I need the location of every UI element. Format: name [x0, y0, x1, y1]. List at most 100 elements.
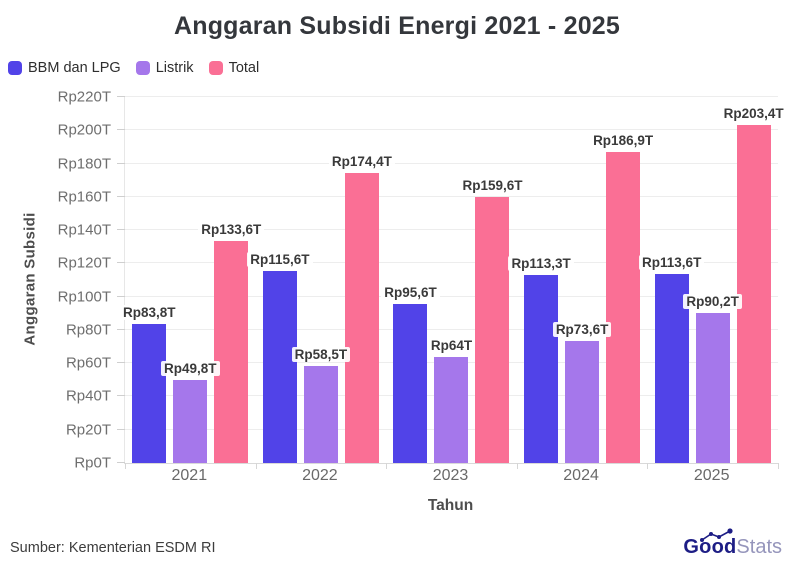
gridline [125, 262, 778, 264]
bar-group-2024: Rp113,3T Rp73,6T Rp186,9T [508, 97, 657, 463]
bar-listrik-2024 [565, 340, 600, 463]
legend-item-listrik: Listrik [135, 60, 194, 76]
bar-listrik-2023 [434, 356, 469, 463]
gridline [125, 162, 778, 164]
gridline [125, 229, 778, 231]
bar-value-label: Rp49,8T [161, 361, 220, 377]
bar-cell: Rp64T [427, 97, 476, 463]
bar-cell: Rp73,6T [552, 97, 612, 463]
x-tick-mark [647, 463, 649, 469]
y-tick-mark [117, 129, 125, 131]
bar-cell: Rp95,6T [381, 97, 440, 463]
bar-total-2023 [475, 197, 510, 463]
y-tick-mark [117, 362, 125, 364]
bar-total-2021 [214, 240, 249, 463]
bar-cell: Rp83,8T [120, 97, 179, 463]
bar-value-label: Rp115,6T [247, 251, 313, 267]
y-tick-mark [117, 262, 125, 264]
y-tick-label: Rp140T [57, 221, 111, 239]
bar-groups: Rp83,8T Rp49,8T Rp133,6T Rp115,6T Rp58,5T Rp1… [120, 97, 787, 463]
bar-bbm-dan-lpg-2021 [132, 323, 167, 463]
y-tick-mark [117, 428, 125, 430]
x-axis-title: Tahun [427, 497, 474, 514]
bar-value-label: Rp203,4T [720, 105, 787, 121]
bar-group-2025: Rp113,6T Rp90,2T Rp203,4T [639, 97, 787, 463]
y-tick-mark [117, 395, 125, 397]
bar-bbm-dan-lpg-2023 [393, 303, 428, 463]
bar-value-label: Rp90,2T [683, 293, 742, 309]
bar-cell: Rp159,6T [459, 97, 526, 463]
bar-cell: Rp49,8T [161, 97, 220, 463]
bar-total-2024 [606, 152, 641, 463]
bar-bbm-dan-lpg-2025 [654, 274, 689, 463]
legend-item-bbm-dan-lpg: BBM dan LPG [8, 60, 121, 76]
bar-listrik-2021 [173, 380, 208, 463]
legend-label: BBM dan LPG [28, 60, 121, 76]
bar-bbm-dan-lpg-2024 [524, 274, 559, 463]
bar-value-label: Rp64T [427, 337, 476, 353]
bar-cell: Rp115,6T [247, 97, 313, 463]
y-tick-mark [117, 295, 125, 297]
goodstats-logo: Good Stats [683, 528, 782, 559]
y-tick-mark [117, 195, 125, 197]
bar-value-label: Rp113,3T [508, 255, 574, 271]
y-tick-label: Rp200T [57, 121, 111, 139]
bar-bbm-dan-lpg-2022 [262, 270, 297, 463]
y-tick-mark [117, 229, 125, 231]
legend-swatch-icon [208, 61, 223, 75]
legend-label: Total [228, 60, 260, 76]
chart-title: Anggaran Subsidi Energi 2021 - 2025 [173, 12, 621, 40]
x-axis-tick-labels: 2021 2022 2023 2024 2025 [124, 467, 777, 485]
y-tick-label: Rp160T [57, 188, 111, 206]
bar-total-2025 [736, 124, 771, 463]
legend-swatch-icon [135, 61, 150, 75]
legend-swatch-icon [8, 61, 22, 75]
y-tick-label: Rp120T [57, 254, 111, 272]
y-tick-mark [117, 96, 125, 97]
y-axis-title: Anggaran Subsidi [21, 212, 39, 346]
bar-cell: Rp186,9T [590, 97, 657, 463]
bar-total-2022 [344, 172, 379, 463]
bar-value-label: Rp186,9T [590, 133, 657, 149]
logo-text-stats: Stats [736, 536, 782, 558]
y-tick-label: Rp100T [57, 288, 111, 306]
gridline [125, 195, 778, 197]
gridline [125, 129, 778, 131]
x-tick-mark [386, 463, 388, 469]
bar-value-label: Rp133,6T [198, 221, 265, 237]
y-tick-mark [117, 328, 125, 330]
x-tick-label-2022: 2022 [302, 467, 338, 484]
source-caption: Sumber: Kementerian ESDM RI [10, 540, 216, 556]
bar-group-2023: Rp95,6T Rp64T Rp159,6T [381, 97, 526, 463]
bar-value-label: Rp83,8T [120, 304, 179, 320]
bar-group-2022: Rp115,6T Rp58,5T Rp174,4T [247, 97, 395, 463]
x-tick-label-2021: 2021 [171, 467, 208, 484]
gridline [125, 328, 778, 330]
bar-value-label: Rp113,6T [639, 255, 705, 271]
bar-value-label: Rp58,5T [291, 346, 351, 362]
logo-text-good: Good [683, 536, 737, 558]
bar-value-label: Rp73,6T [552, 321, 612, 337]
plot-area: Rp83,8T Rp49,8T Rp133,6T Rp115,6T Rp58,5T Rp1… [58, 89, 787, 472]
y-tick-label: Rp40T [65, 387, 111, 405]
y-tick-label: Rp20T [65, 421, 111, 439]
gridline [125, 295, 778, 297]
x-tick-mark [778, 463, 779, 469]
x-tick-label-2024: 2024 [563, 467, 599, 484]
y-tick-label: Rp80T [65, 321, 111, 339]
line-chart-doodle-icon [699, 528, 735, 548]
legend: BBM dan LPG Listrik Total [8, 60, 259, 76]
y-tick-mark [117, 162, 125, 164]
bar-group-2021: Rp83,8T Rp49,8T Rp133,6T [120, 97, 265, 463]
bar-cell: Rp113,3T [508, 97, 574, 463]
bar-cell: Rp174,4T [328, 97, 395, 463]
legend-label: Listrik [155, 60, 194, 76]
x-tick-mark [255, 463, 257, 469]
bar-cell: Rp58,5T [291, 97, 351, 463]
y-tick-label: Rp220T [57, 88, 111, 106]
gridline [125, 96, 778, 97]
bar-listrik-2025 [695, 312, 730, 463]
bar-cell: Rp113,6T [639, 97, 705, 463]
x-tick-label-2023: 2023 [432, 467, 469, 484]
